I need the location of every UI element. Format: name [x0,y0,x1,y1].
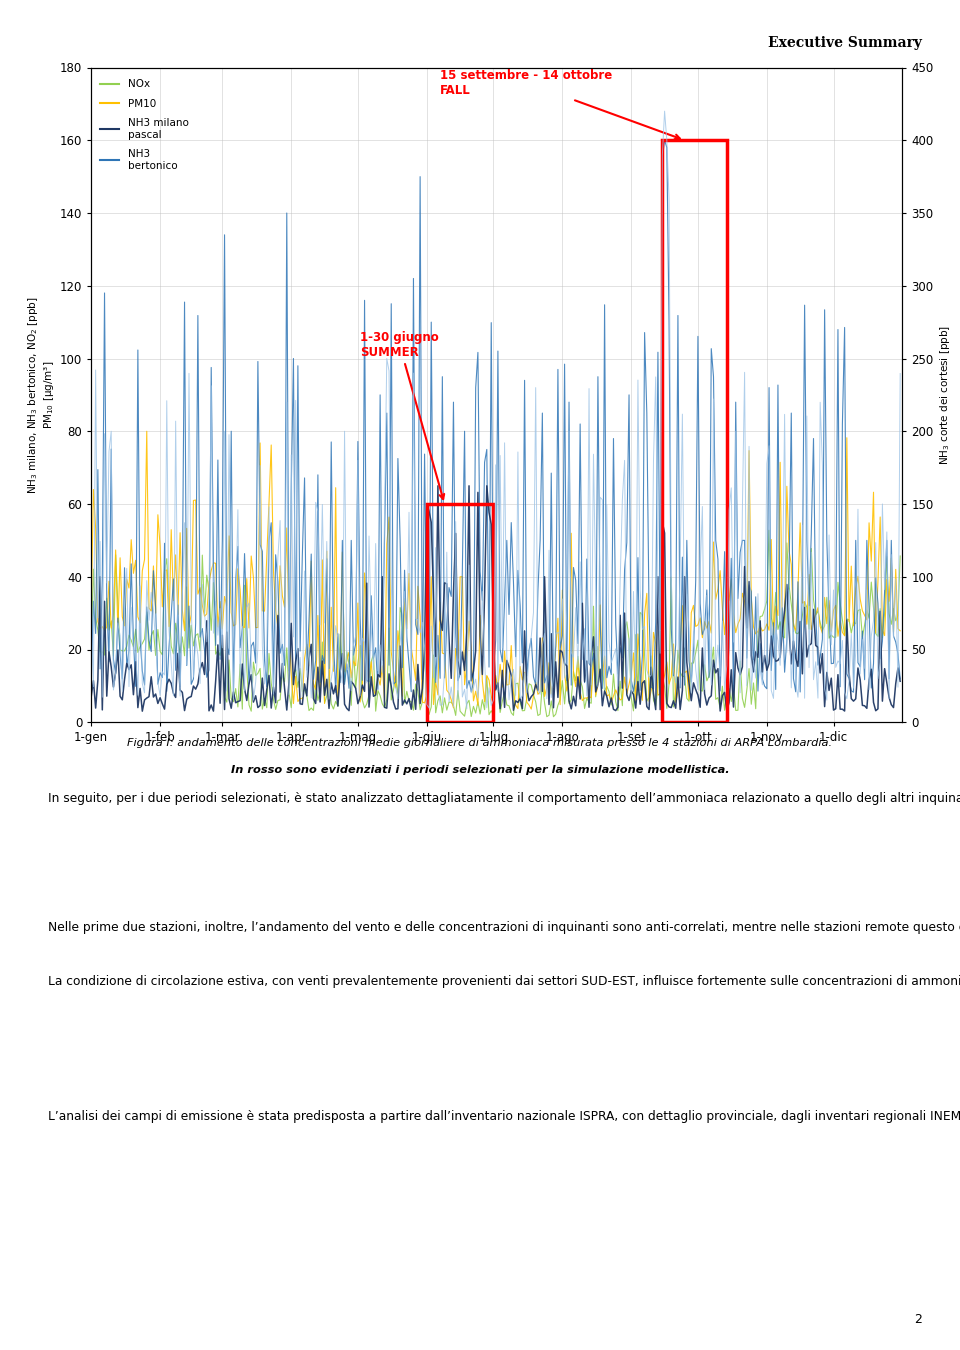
Text: In rosso sono evidenziati i periodi selezionati per la simulazione modellistica.: In rosso sono evidenziati i periodi sele… [230,765,730,775]
Legend: NOx, PM10, NH3 milano
pascal, NH3
bertonico: NOx, PM10, NH3 milano pascal, NH3 berton… [101,80,188,170]
Y-axis label: NH$_3$ milano, NH$_3$ bertonico, NO$_2$ [ppb]
PM$_{10}$ [μg/m³]: NH$_3$ milano, NH$_3$ bertonico, NO$_2$ … [26,296,56,494]
Y-axis label: NH$_3$ corte dei cortesi [ppb]: NH$_3$ corte dei cortesi [ppb] [938,325,952,464]
Text: La condizione di circolazione estiva, con venti prevalentemente provenienti dai : La condizione di circolazione estiva, co… [48,975,960,988]
Text: Nelle prime due stazioni, inoltre, l’andamento del vento e delle concentrazioni : Nelle prime due stazioni, inoltre, l’and… [48,921,960,934]
Bar [427,504,493,722]
Text: Figura I: andamento delle concentrazioni medie giornaliere di ammoniaca misurata: Figura I: andamento delle concentrazioni… [128,738,832,748]
Text: 1-30 giugno
SUMMER: 1-30 giugno SUMMER [360,331,444,500]
Text: 15 settembre - 14 ottobre
FALL: 15 settembre - 14 ottobre FALL [440,69,680,139]
Text: In seguito, per i due periodi selezionati, è stato analizzato dettagliatamente i: In seguito, per i due periodi selezionat… [48,792,960,806]
Bar [662,140,727,722]
Text: L’analisi dei campi di emissione è stata predisposta a partire dall’inventario n: L’analisi dei campi di emissione è stata… [48,1110,960,1123]
Text: 2: 2 [914,1312,922,1326]
Text: Executive Summary: Executive Summary [768,36,922,50]
